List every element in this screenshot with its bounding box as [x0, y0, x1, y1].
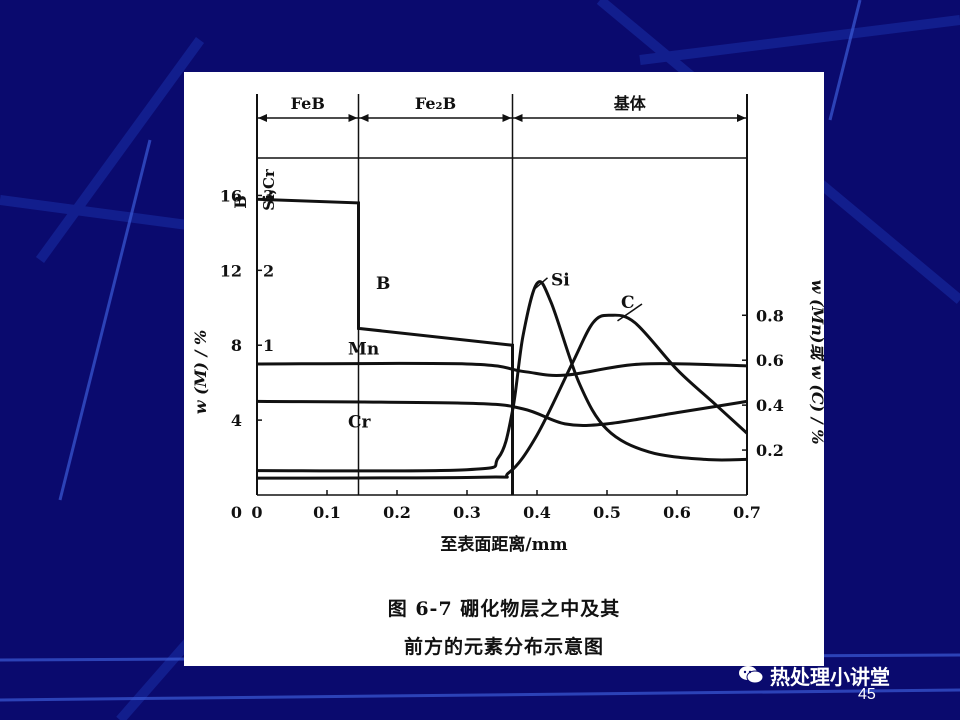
region-arrow-right-icon — [737, 114, 746, 122]
series-c-line — [256, 313, 749, 480]
right-tick-label: 0.8 — [756, 306, 784, 325]
right-tick-label: 0.2 — [756, 441, 784, 460]
x-tick-label: 0.2 — [383, 503, 411, 522]
region-label: 基体 — [613, 94, 647, 113]
figure-caption-line1: 图 6-7 硼化物层之中及其 — [387, 598, 621, 620]
watermark: 热处理小讲堂 — [738, 660, 890, 690]
region-label: FeB — [291, 94, 325, 113]
right-axis-label: w (Mn)或 w (C) / % — [808, 280, 824, 445]
series-mn-line — [256, 361, 748, 377]
x-axis-label: 至表面距离/mm — [440, 534, 567, 555]
y-tick-label-b: 4 — [231, 411, 242, 430]
y-tick-label-sicr: 2 — [263, 261, 274, 280]
y-tick-label-sicr: 3 — [263, 186, 274, 205]
element-distribution-chart: FeB Fe₂B 基体 0 0.1 0.2 0.3 0.4 0.5 0.6 0.7 至表面距离/mm 1… — [191, 94, 824, 555]
series-mn-label: Mn — [348, 340, 379, 360]
series-c-leader — [617, 303, 643, 322]
y-tick-label-b: 12 — [220, 261, 242, 280]
right-tick-label: 0.6 — [756, 351, 784, 370]
region-arrow-left-icon — [359, 114, 369, 122]
figure-card: FeB Fe₂B 基体 0 0.1 0.2 0.3 0.4 0.5 0.6 0.7 至表面距离/mm 1… — [184, 72, 824, 666]
x-tick-label: 0 — [251, 503, 262, 522]
x-tick-label: 0.6 — [663, 503, 691, 522]
series-c-label: C — [621, 293, 635, 313]
figure-caption-line2: 前方的元素分布示意图 — [403, 636, 604, 658]
y-tick-label-sicr: 1 — [263, 336, 274, 355]
region-arrow-left-icon — [513, 114, 523, 122]
left-axis-label: w (M) / % — [191, 330, 210, 414]
y-tick-label-b: 16 — [220, 186, 242, 205]
region-arrow-right-icon — [348, 114, 358, 122]
series-cr-line — [256, 399, 748, 427]
x-tick-label: 0.1 — [313, 503, 341, 522]
watermark-text: 热处理小讲堂 — [770, 664, 890, 689]
region-label: Fe₂B — [415, 94, 456, 113]
series-cr-label: Cr — [348, 413, 372, 433]
series-si-leader — [533, 277, 548, 291]
series-b-line — [256, 197, 514, 495]
page-number: 45 — [858, 686, 876, 703]
y-tick-label-b: 8 — [231, 336, 242, 355]
right-tick-label: 0.4 — [756, 396, 784, 415]
x-tick-label: 0.7 — [733, 503, 761, 522]
series-si-line — [256, 280, 748, 473]
x-tick-label: 0.3 — [453, 503, 481, 522]
series-si-label: Si — [551, 270, 570, 290]
x-tick-label: 0.5 — [593, 503, 621, 522]
region-arrow-right-icon — [502, 114, 512, 122]
region-arrow-left-icon — [258, 114, 267, 122]
left-axis-title-sicr: Si,Cr — [260, 168, 278, 211]
x-tick-label: 0.4 — [523, 503, 551, 522]
origin-label: 0 — [231, 503, 242, 522]
series-b-label: B — [376, 274, 390, 294]
left-axis-title-b: B — [231, 195, 250, 209]
chat-bubble-icon — [739, 666, 764, 684]
